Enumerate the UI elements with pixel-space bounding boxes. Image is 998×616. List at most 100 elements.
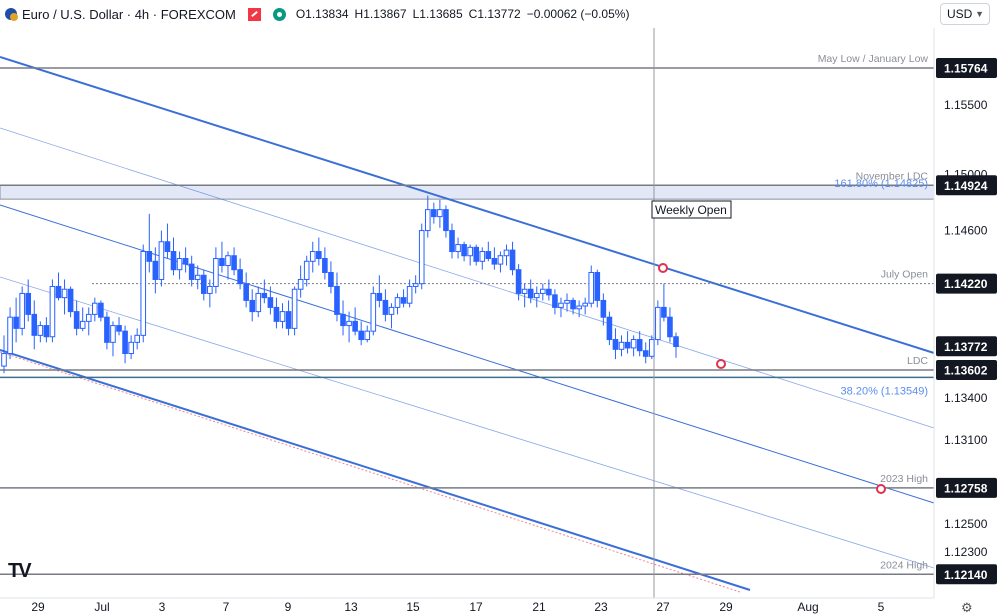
candle-body xyxy=(485,251,492,260)
settings-icon[interactable]: ⚙ xyxy=(961,600,973,615)
touch-marker xyxy=(716,359,726,369)
level-label: July Open xyxy=(881,269,928,281)
price-tick-label: 1.13400 xyxy=(944,391,988,405)
price-tick-label: 1.14600 xyxy=(944,224,988,238)
candle-body xyxy=(437,209,443,218)
candle-body xyxy=(255,292,262,313)
candle-body xyxy=(509,249,516,271)
price-axis[interactable]: 1.155001.150001.146001.134001.131001.125… xyxy=(933,0,998,616)
market-closed-icon[interactable] xyxy=(247,7,261,21)
candle-body xyxy=(164,241,171,253)
currency-select[interactable]: USD ▼ xyxy=(940,3,990,25)
price-tag: 1.14924 xyxy=(936,175,997,196)
candle-body xyxy=(503,249,510,257)
time-tick-label: 21 xyxy=(532,600,546,614)
candle-body xyxy=(43,325,50,338)
dotted-support-line xyxy=(0,351,741,593)
candle-body xyxy=(576,305,582,310)
candle-body xyxy=(328,271,334,287)
candle-body xyxy=(418,230,425,285)
price-tag: 1.13772 xyxy=(936,336,997,357)
chart-header: Euro / U.S. Dollar · 4h · FOREXCOM O1.13… xyxy=(0,0,629,28)
ohlc-high: H1.13867 xyxy=(354,7,407,21)
price-tick-label: 1.13100 xyxy=(944,433,988,447)
candle-body xyxy=(540,288,546,294)
candle-body xyxy=(648,339,655,357)
candle-body xyxy=(521,288,528,294)
candle-body xyxy=(624,341,631,349)
tradingview-logo[interactable]: TV xyxy=(8,560,32,582)
ohlc-close: C1.13772 xyxy=(468,7,521,21)
symbol-title[interactable]: Euro / U.S. Dollar · 4h · FOREXCOM xyxy=(22,6,236,22)
time-tick-label: 23 xyxy=(594,600,608,614)
price-tag-value: 1.12758 xyxy=(944,481,988,495)
time-tick-label: 29 xyxy=(719,600,733,614)
candle-body xyxy=(279,311,286,322)
candle-body xyxy=(170,251,177,271)
candle-body xyxy=(431,209,437,218)
candle-body xyxy=(19,292,25,329)
candle-body xyxy=(636,339,643,352)
candle-body xyxy=(291,288,298,329)
candle-body xyxy=(267,297,274,308)
weekly-open-label: Weekly Open xyxy=(655,203,727,217)
candle-body xyxy=(98,302,104,318)
touch-markers xyxy=(658,263,886,494)
candle-body xyxy=(358,330,364,341)
price-tag-bg xyxy=(936,273,997,294)
candle-body xyxy=(31,313,38,336)
candle-body xyxy=(467,246,473,257)
candle-body xyxy=(424,209,431,232)
candle-body xyxy=(243,283,249,301)
candle-body xyxy=(249,299,256,313)
candle-body xyxy=(110,325,116,343)
price-tag-value: 1.15764 xyxy=(944,61,988,75)
candle-body xyxy=(400,297,407,304)
candle-body xyxy=(558,302,564,308)
candle-body xyxy=(618,341,625,350)
ohlc-change: −0.00062 (−0.05%) xyxy=(526,7,630,21)
candle-body xyxy=(334,285,340,315)
candle-body xyxy=(376,292,383,301)
time-tick-label: 9 xyxy=(285,600,292,614)
candle-body xyxy=(564,299,570,304)
candle-body xyxy=(309,251,316,262)
touch-marker xyxy=(658,263,668,273)
candle-body xyxy=(346,320,352,327)
price-tag-value: 1.14220 xyxy=(944,277,988,291)
price-axis-bg xyxy=(934,0,998,616)
level-labels: Weekly Open May Low / January Low November… xyxy=(651,53,929,571)
price-tag-value: 1.13772 xyxy=(944,340,988,354)
candle-body xyxy=(630,339,637,349)
candle-body xyxy=(73,311,80,329)
candle-body xyxy=(655,306,661,341)
candle-body xyxy=(85,313,92,322)
channel-lower-line xyxy=(0,349,751,591)
candle-body xyxy=(552,294,558,308)
price-tag: 1.12140 xyxy=(936,564,997,585)
price-tag: 1.13602 xyxy=(936,360,997,380)
time-tick-label: 17 xyxy=(469,600,483,614)
candle-body xyxy=(92,302,98,315)
candle-body xyxy=(303,260,310,280)
level-label: 2024 High xyxy=(880,559,928,571)
trend-channels xyxy=(0,56,935,593)
candle-body xyxy=(352,320,358,332)
candle-body xyxy=(661,306,667,318)
november-ldc-zone xyxy=(0,184,935,200)
touch-marker xyxy=(876,484,886,494)
price-tick-label: 1.12300 xyxy=(944,545,988,559)
candle-body xyxy=(600,299,607,318)
chart-zones xyxy=(0,184,935,200)
price-tag: 1.15764 xyxy=(936,57,997,78)
candle-body xyxy=(37,325,44,336)
candle-body xyxy=(13,316,19,329)
market-status-icon[interactable] xyxy=(272,7,286,21)
candle-body xyxy=(340,313,346,327)
candle-body xyxy=(297,278,304,290)
time-axis[interactable]: 29 Jul 3 7 9 13 15 17 21 23 27 29 Aug 5 xyxy=(0,597,934,614)
price-tag-value: 1.12140 xyxy=(944,568,988,582)
level-label: November LDC xyxy=(856,170,929,182)
candle-body xyxy=(49,285,56,338)
